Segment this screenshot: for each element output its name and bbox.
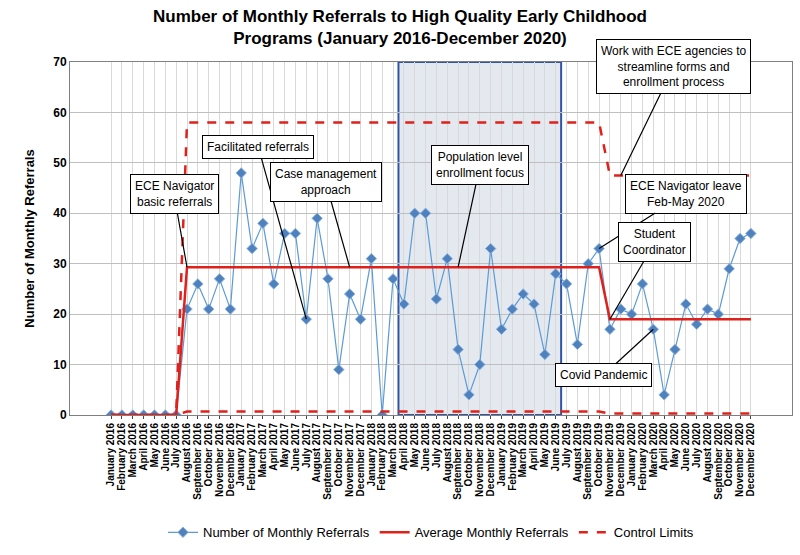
svg-text:March 2017: March 2017 (257, 423, 268, 478)
svg-text:December 2016: December 2016 (225, 423, 236, 497)
svg-text:40: 40 (53, 206, 67, 220)
svg-text:December 2019: December 2019 (615, 423, 626, 497)
svg-text:Average Monthly Referrals: Average Monthly Referrals (415, 525, 569, 540)
svg-text:Facilitated referrals: Facilitated referrals (207, 140, 309, 154)
svg-text:February 2018: February 2018 (376, 423, 387, 491)
svg-text:June 2019: June 2019 (550, 423, 561, 472)
svg-text:April 2018: April 2018 (398, 423, 409, 471)
svg-text:Number of Monthly Referrals to: Number of Monthly Referrals to High Qual… (153, 7, 647, 48)
svg-text:20: 20 (53, 307, 67, 321)
svg-text:February 2016: February 2016 (116, 423, 127, 491)
svg-text:October 2018: October 2018 (463, 423, 474, 487)
svg-text:December 2020: December 2020 (745, 423, 756, 497)
svg-text:September 2016: September 2016 (192, 423, 203, 500)
svg-text:60: 60 (53, 106, 67, 120)
svg-text:Work with ECE agencies tostrea: Work with ECE agencies tostreamline form… (601, 44, 746, 89)
svg-text:February 2020: February 2020 (637, 423, 648, 491)
svg-text:January 2017: January 2017 (235, 423, 246, 487)
svg-text:July 2019: July 2019 (561, 423, 572, 468)
svg-text:September 2017: September 2017 (322, 423, 333, 500)
svg-text:December 2018: December 2018 (485, 423, 496, 497)
svg-text:August 2017: August 2017 (311, 423, 322, 483)
svg-text:Number of Monthly Referrals: Number of Monthly Referrals (203, 525, 370, 540)
svg-text:June 2020: June 2020 (680, 423, 691, 472)
svg-text:November 2019: November 2019 (604, 423, 615, 497)
svg-text:August 2018: August 2018 (442, 423, 453, 483)
svg-text:October 2016: October 2016 (203, 423, 214, 487)
svg-text:August 2016: August 2016 (181, 423, 192, 483)
svg-text:April 2019: April 2019 (528, 423, 539, 471)
svg-text:July 2017: July 2017 (301, 423, 312, 468)
svg-text:September 2018: September 2018 (452, 423, 463, 500)
svg-text:October 2017: October 2017 (333, 423, 344, 487)
svg-text:November 2017: November 2017 (344, 423, 355, 497)
svg-text:May 2018: May 2018 (409, 423, 420, 468)
svg-text:February 2019: February 2019 (507, 423, 518, 491)
svg-text:January 2016: January 2016 (105, 423, 116, 487)
svg-text:70: 70 (53, 55, 67, 69)
svg-text:StudentCoordinator: StudentCoordinator (623, 227, 686, 257)
svg-text:30: 30 (53, 257, 67, 271)
svg-text:May 2020: May 2020 (669, 423, 680, 468)
svg-text:ECE Navigator leaveFeb-May 202: ECE Navigator leaveFeb-May 2020 (630, 179, 742, 209)
svg-text:January 2019: January 2019 (496, 423, 507, 487)
svg-text:July 2018: July 2018 (431, 423, 442, 468)
svg-text:ECE Navigatorbasic referrals: ECE Navigatorbasic referrals (135, 179, 214, 209)
svg-text:March 2020: March 2020 (648, 423, 659, 478)
svg-text:November 2018: November 2018 (474, 423, 485, 497)
svg-text:50: 50 (53, 156, 67, 170)
svg-text:May 2019: May 2019 (539, 423, 550, 468)
svg-text:January 2018: January 2018 (366, 423, 377, 487)
svg-text:Covid Pandemic: Covid Pandemic (560, 368, 647, 382)
svg-text:March 2018: March 2018 (387, 423, 398, 478)
svg-text:September 2020: September 2020 (713, 423, 724, 500)
svg-text:April 2017: April 2017 (268, 423, 279, 471)
svg-text:June 2017: June 2017 (290, 423, 301, 472)
svg-text:July 2016: July 2016 (170, 423, 181, 468)
svg-text:0: 0 (60, 408, 67, 422)
svg-text:October 2020: October 2020 (723, 423, 734, 487)
svg-text:May 2016: May 2016 (149, 423, 160, 468)
svg-text:August 2019: August 2019 (572, 423, 583, 483)
svg-text:July 2020: July 2020 (691, 423, 702, 468)
svg-text:December 2017: December 2017 (355, 423, 366, 497)
svg-text:Population levelenrollment foc: Population levelenrollment focus (436, 150, 524, 180)
svg-text:10: 10 (53, 358, 67, 372)
svg-text:June 2018: June 2018 (420, 423, 431, 472)
svg-text:Number of Monthly Referrals: Number of Monthly Referrals (22, 149, 37, 327)
svg-text:April 2016: April 2016 (138, 423, 149, 471)
svg-text:September 2019: September 2019 (582, 423, 593, 500)
svg-text:November 2016: November 2016 (214, 423, 225, 497)
svg-text:August 2020: August 2020 (702, 423, 713, 483)
svg-text:May 2017: May 2017 (279, 423, 290, 468)
svg-text:April 2020: April 2020 (658, 423, 669, 471)
svg-text:March 2016: March 2016 (127, 423, 138, 478)
svg-text:June 2016: June 2016 (160, 423, 171, 472)
svg-text:January 2020: January 2020 (626, 423, 637, 487)
svg-text:October 2019: October 2019 (593, 423, 604, 487)
svg-text:February 2017: February 2017 (246, 423, 257, 491)
svg-text:Control Limits: Control Limits (614, 525, 694, 540)
svg-text:Case managementapproach: Case managementapproach (275, 167, 377, 197)
svg-text:March 2019: March 2019 (517, 423, 528, 478)
svg-text:November 2020: November 2020 (734, 423, 745, 497)
